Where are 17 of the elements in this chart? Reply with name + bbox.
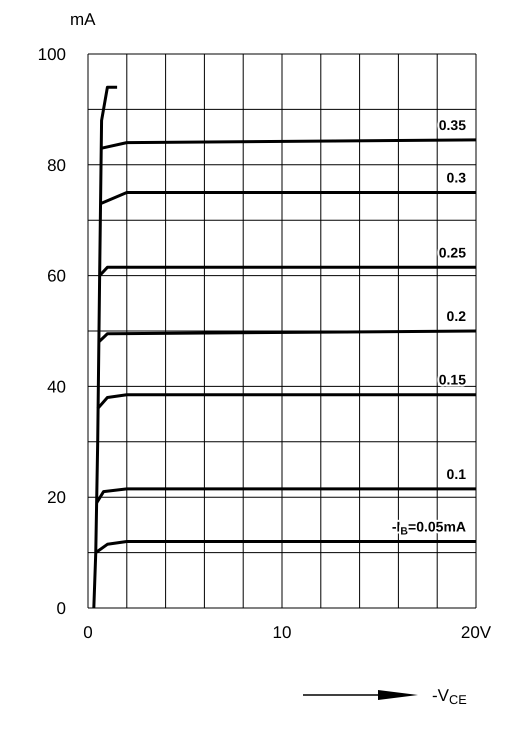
- y-tick-label: 100: [38, 45, 66, 64]
- series-label: 0.25: [438, 244, 466, 260]
- y-axis-title: mA: [70, 10, 96, 30]
- series-label: 0.35: [438, 116, 466, 133]
- y-tick-label: 80: [47, 156, 66, 175]
- x-axis-title: -V$_{CE}$: [432, 686, 467, 708]
- series-label: 0.2: [446, 308, 466, 324]
- series-label: 0.3: [446, 170, 466, 186]
- x-tick-label: 0: [83, 623, 93, 642]
- series-label: 0.15: [438, 372, 466, 388]
- x-tick-label: 10: [272, 623, 292, 642]
- y-tick-label: 40: [47, 377, 66, 396]
- y-tick-label: 0: [56, 599, 66, 618]
- x-tick-label: 20V: [460, 623, 492, 642]
- y-tick-label: 60: [47, 266, 66, 286]
- y-tick-label: 20: [47, 488, 66, 508]
- series-label: 0.1: [446, 466, 466, 482]
